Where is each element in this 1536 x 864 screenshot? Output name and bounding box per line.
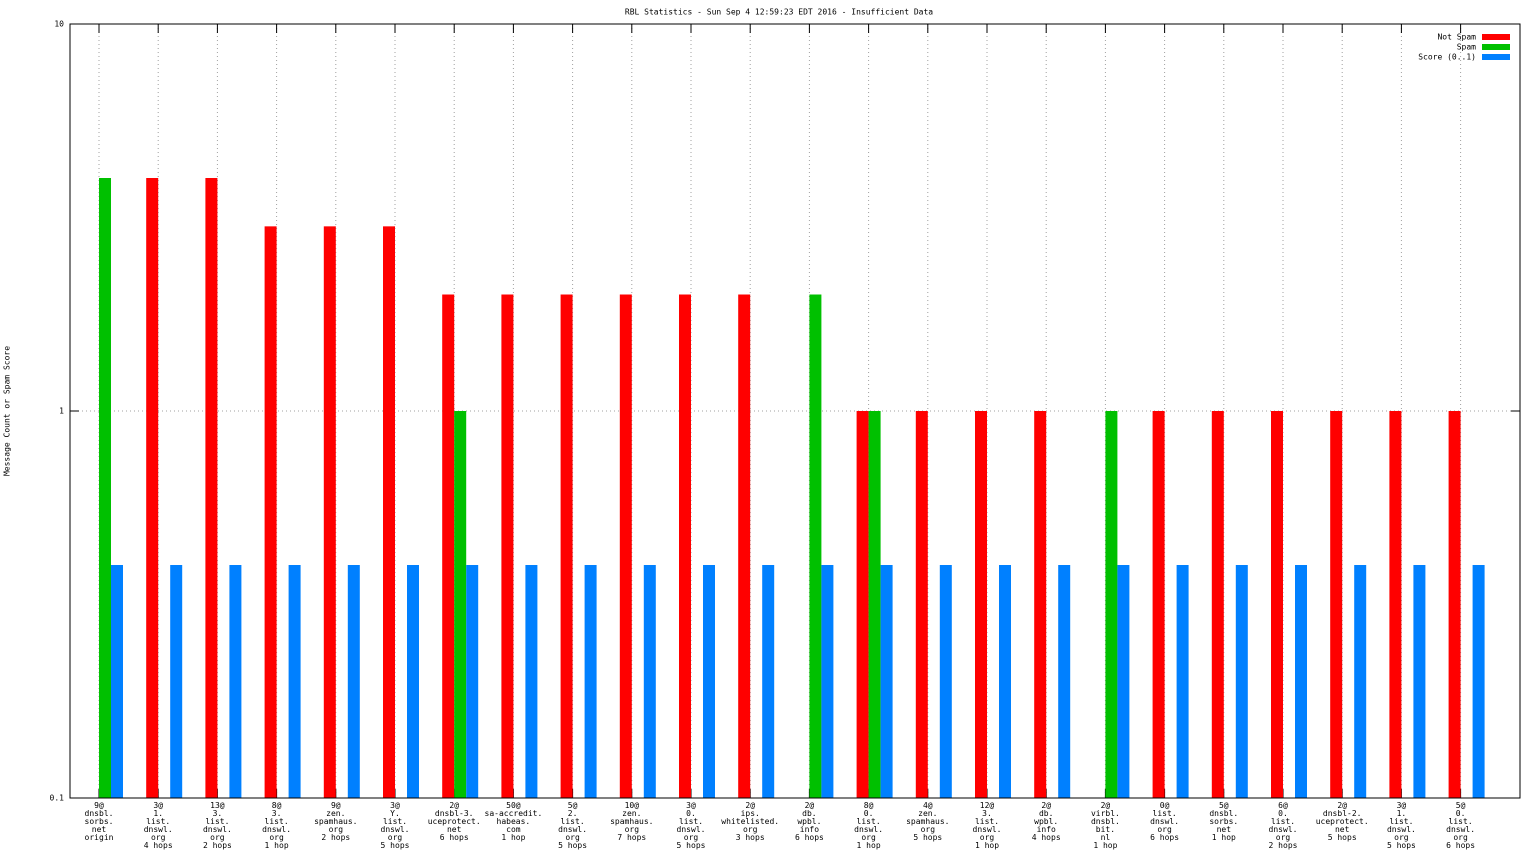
y-tick-label: 1 (59, 407, 64, 416)
bar (1448, 411, 1461, 798)
bar (347, 565, 360, 798)
bar (1235, 565, 1248, 798)
x-tick-label: 2@ db. wpbl. info 4 hops (1032, 801, 1061, 842)
bar (1330, 411, 1343, 798)
x-tick-label: 4@ zen. spamhaus. org 5 hops (906, 801, 949, 842)
bar (999, 565, 1011, 798)
bar (1413, 565, 1426, 798)
x-tick-label: 2@ dnsbl-2. uceprotect. net 5 hops (1316, 801, 1369, 842)
bar (619, 294, 632, 798)
bar (1152, 411, 1165, 798)
x-tick-label: 2@ dnsbl-3. uceprotect. net 6 hops (428, 801, 481, 842)
bar (809, 294, 822, 798)
bar (146, 178, 159, 798)
x-tick-label: 10@ zen. spamhaus. org 7 hops (610, 801, 653, 842)
bar (1295, 565, 1307, 798)
bar (880, 565, 893, 798)
bar (821, 565, 834, 798)
bar (679, 294, 691, 798)
legend-label: Not Spam (1437, 33, 1476, 42)
bar (856, 411, 869, 798)
bar (525, 565, 538, 798)
x-tick-label: 8@ 0. list. dnswl. org 1 hop (854, 801, 883, 850)
bar (1105, 411, 1118, 798)
bar (1034, 411, 1047, 798)
bar (1117, 565, 1130, 798)
bar (1271, 411, 1283, 798)
bar (1389, 411, 1402, 798)
x-tick-label: 3@ 1. list. dnswl. org 5 hops (1387, 801, 1416, 850)
chart-title: RBL Statistics - Sun Sep 4 12:59:23 EDT … (625, 8, 933, 17)
bar (323, 226, 336, 799)
bar (170, 565, 183, 798)
bar (915, 411, 928, 798)
bar (288, 565, 301, 798)
bar (1176, 565, 1189, 798)
legend-label: Spam (1457, 43, 1476, 52)
bar (738, 294, 751, 798)
x-tick-label: 5@ 0. list. dnswl. org 6 hops (1446, 801, 1475, 850)
legend-swatch (1482, 44, 1510, 50)
x-tick-label: 3@ Y. list. dnswl. org 5 hops (381, 801, 410, 850)
bar (975, 411, 987, 798)
bar (643, 565, 656, 798)
bar (939, 565, 952, 798)
x-tick-label: 12@ 3. list. dnswl. org 1 hop (973, 801, 1002, 850)
bar (1211, 411, 1224, 798)
legend-swatch (1482, 34, 1510, 40)
x-tick-label: 3@ 0. list. dnswl. org 5 hops (677, 801, 706, 850)
bar (205, 178, 218, 798)
bar (466, 565, 479, 798)
bar (762, 565, 775, 798)
x-tick-label: 6@ 0. list. dnswl. org 2 hops (1269, 801, 1298, 850)
x-tick-label: 5@ 2. list. dnswl. org 5 hops (558, 801, 587, 850)
bar (584, 565, 597, 798)
x-tick-label: 9@ dnsbl. sorbs. net origin (85, 801, 114, 842)
bar (264, 226, 277, 799)
x-tick-label: 5@ dnsbl. sorbs. net 1 hop (1209, 801, 1238, 842)
x-tick-label: 50@ sa-accredit. habeas. com 1 hop (485, 801, 543, 842)
bar (868, 411, 881, 798)
bar (111, 565, 123, 798)
x-tick-label: 3@ 1. list. dnswl. org 4 hops (144, 801, 173, 850)
bar (99, 178, 111, 798)
bar (407, 565, 419, 798)
legend-label: Score (0..1) (1418, 53, 1476, 62)
bar (1354, 565, 1367, 798)
bar (229, 565, 242, 798)
legend-swatch (1482, 54, 1510, 60)
y-tick-label: 0.1 (50, 794, 65, 803)
y-axis-label: Message Count or Spam Score (3, 346, 12, 476)
bar (383, 226, 395, 799)
x-tick-label: 8@ 3. list. dnswl. org 1 hop (262, 801, 291, 850)
bar (703, 565, 715, 798)
bar (1472, 565, 1485, 798)
x-tick-label: 13@ 3. list. dnswl. org 2 hops (203, 801, 232, 850)
y-tick-label: 10 (54, 20, 64, 29)
bar (442, 294, 455, 798)
bar (560, 294, 573, 798)
x-tick-label: 2@ ips. whitelisted. org 3 hops (721, 801, 779, 842)
plot-frame (69, 23, 1521, 799)
x-tick-label: 2@ virbl. dnsbl. bit. nl 1 hop (1091, 801, 1120, 850)
x-tick-label: 2@ db. wpbl. info 6 hops (795, 801, 824, 842)
x-tick-label: 0@ list. dnswl. org 6 hops (1150, 801, 1179, 842)
x-tick-label: 9@ zen. spamhaus. org 2 hops (314, 801, 357, 842)
bar (501, 294, 514, 798)
bar (1058, 565, 1071, 798)
bar (454, 411, 467, 798)
